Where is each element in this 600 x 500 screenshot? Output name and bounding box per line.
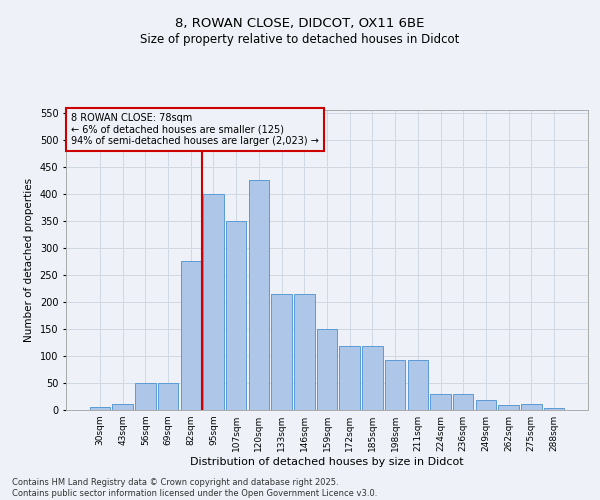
Bar	[476, 400, 496, 410]
X-axis label: Distribution of detached houses by size in Didcot: Distribution of detached houses by size …	[190, 457, 464, 467]
Bar	[407, 360, 428, 410]
Bar	[499, 404, 519, 410]
Bar	[112, 404, 133, 410]
Text: 8, ROWAN CLOSE, DIDCOT, OX11 6BE: 8, ROWAN CLOSE, DIDCOT, OX11 6BE	[175, 18, 425, 30]
Bar	[521, 404, 542, 410]
Bar	[453, 394, 473, 410]
Text: 8 ROWAN CLOSE: 78sqm
← 6% of detached houses are smaller (125)
94% of semi-detac: 8 ROWAN CLOSE: 78sqm ← 6% of detached ho…	[71, 113, 319, 146]
Bar	[135, 383, 155, 410]
Bar	[317, 329, 337, 410]
Y-axis label: Number of detached properties: Number of detached properties	[24, 178, 34, 342]
Bar	[294, 294, 314, 410]
Bar	[340, 346, 360, 410]
Bar	[544, 408, 564, 410]
Bar	[271, 294, 292, 410]
Text: Size of property relative to detached houses in Didcot: Size of property relative to detached ho…	[140, 32, 460, 46]
Bar	[226, 221, 247, 410]
Bar	[90, 408, 110, 410]
Bar	[181, 262, 201, 410]
Bar	[362, 346, 383, 410]
Bar	[385, 360, 406, 410]
Bar	[248, 180, 269, 410]
Bar	[430, 394, 451, 410]
Bar	[203, 194, 224, 410]
Bar	[158, 383, 178, 410]
Text: Contains HM Land Registry data © Crown copyright and database right 2025.
Contai: Contains HM Land Registry data © Crown c…	[12, 478, 377, 498]
